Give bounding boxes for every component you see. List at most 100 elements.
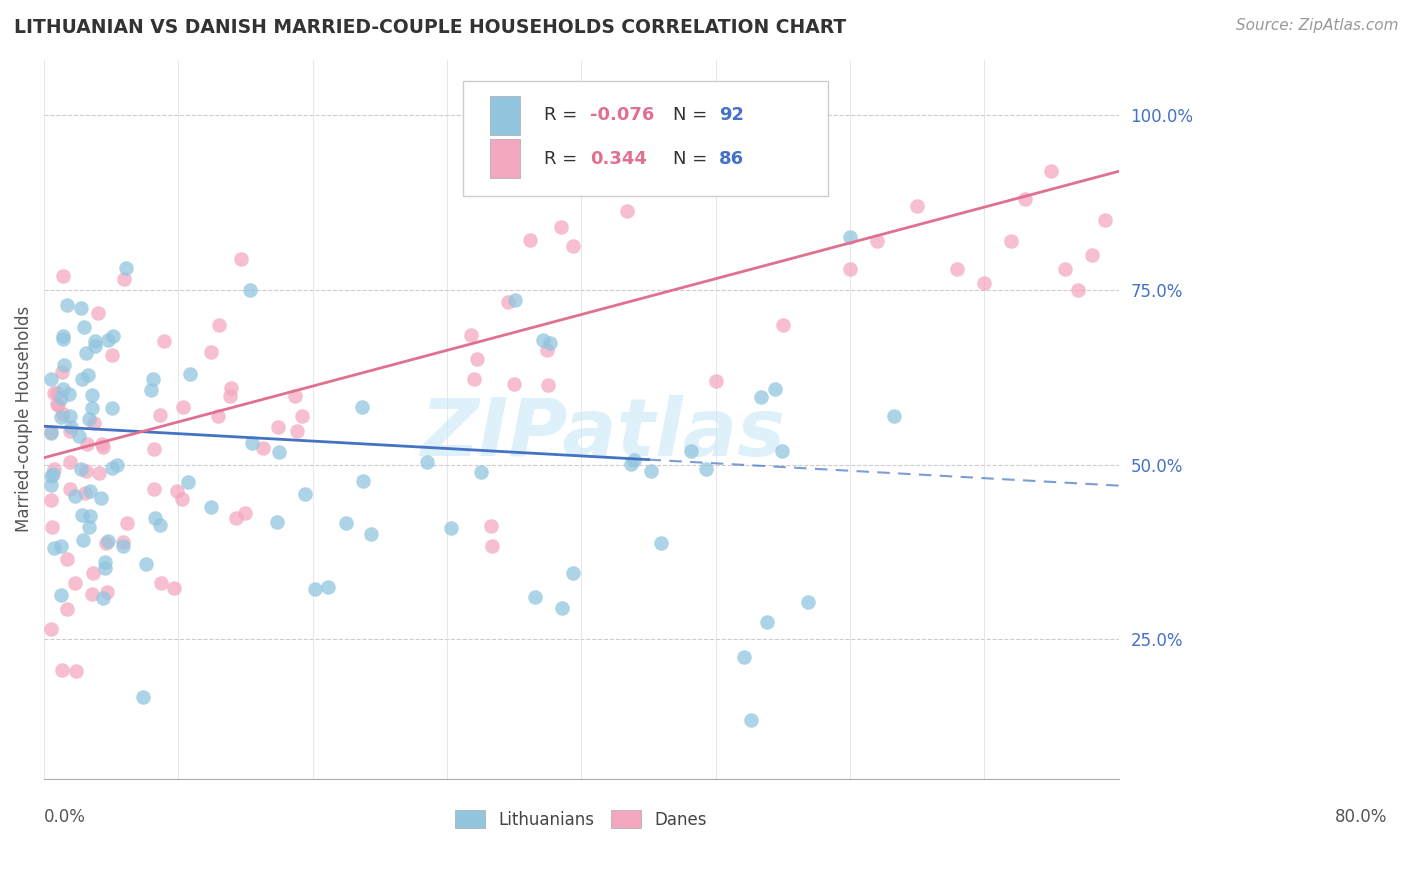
Point [70, 461, 93, 475]
Point [772, 318, 794, 332]
Point [460, 328, 482, 343]
Point [233, 506, 256, 520]
Point [640, 464, 662, 478]
Point [59, 424, 82, 438]
Point [79, 484, 101, 499]
Point [1053, 262, 1076, 277]
Point [143, 442, 166, 456]
Point [141, 383, 163, 397]
Point [77, 520, 100, 534]
Point [624, 136, 647, 150]
Point [1094, 213, 1116, 227]
Bar [491, 139, 520, 178]
Point [87, 466, 110, 480]
Point [163, 582, 186, 596]
Point [177, 475, 200, 489]
Point [149, 517, 172, 532]
Point [866, 234, 889, 248]
Point [87, 306, 110, 320]
Text: 0.344: 0.344 [591, 150, 647, 168]
Point [479, 518, 502, 533]
Point [84, 338, 107, 352]
Point [740, 714, 762, 728]
Point [463, 372, 485, 386]
Point [650, 536, 672, 550]
Point [143, 483, 166, 497]
Point [101, 401, 124, 415]
Text: 0.0%: 0.0% [44, 807, 86, 826]
Point [149, 576, 172, 591]
Point [112, 272, 135, 286]
Point [112, 534, 135, 549]
Point [523, 590, 546, 604]
Point [46, 398, 69, 412]
Point [142, 371, 165, 385]
Text: ZIPatlas: ZIPatlas [420, 394, 786, 473]
Point [537, 378, 560, 392]
Point [41, 467, 63, 482]
Point [616, 203, 638, 218]
Point [44, 541, 66, 555]
Point [76, 437, 98, 451]
Point [440, 521, 463, 535]
Point [166, 483, 188, 498]
Text: -0.076: -0.076 [591, 106, 654, 124]
Point [763, 382, 786, 396]
Point [101, 461, 124, 475]
Point [82, 388, 104, 402]
Text: N =: N = [672, 150, 707, 168]
Point [531, 333, 554, 347]
Point [695, 461, 717, 475]
Point [51, 588, 73, 602]
Point [352, 400, 374, 414]
Point [83, 417, 105, 431]
Point [89, 491, 111, 505]
Point [41, 519, 63, 533]
Point [550, 219, 572, 234]
Point [1014, 192, 1036, 206]
FancyBboxPatch shape [463, 81, 828, 196]
Point [39, 622, 62, 636]
Point [149, 409, 172, 423]
Point [1067, 283, 1090, 297]
Point [285, 424, 308, 438]
Point [97, 333, 120, 347]
Point [551, 600, 574, 615]
Point [252, 441, 274, 455]
Point [56, 552, 79, 566]
Point [96, 535, 118, 549]
Point [58, 409, 80, 423]
Point [84, 334, 107, 348]
Point [135, 557, 157, 571]
Point [905, 199, 928, 213]
Point [93, 555, 115, 569]
Point [63, 489, 86, 503]
Point [1000, 234, 1022, 248]
Point [72, 533, 94, 548]
Point [49, 410, 72, 425]
Text: R =: R = [544, 106, 582, 124]
Point [239, 283, 262, 297]
Point [77, 412, 100, 426]
Point [172, 401, 194, 415]
Point [80, 587, 103, 601]
Point [143, 511, 166, 525]
Point [284, 389, 307, 403]
Point [679, 443, 702, 458]
Point [218, 389, 240, 403]
Point [231, 252, 253, 267]
Point [291, 409, 314, 423]
Point [481, 539, 503, 553]
Point [770, 444, 793, 458]
Point [75, 346, 97, 360]
Point [470, 465, 492, 479]
Point [53, 358, 76, 372]
Point [97, 534, 120, 549]
Bar [491, 95, 520, 135]
Point [496, 294, 519, 309]
Point [80, 401, 103, 416]
Point [266, 419, 288, 434]
Point [75, 486, 97, 500]
Point [42, 461, 65, 475]
Point [219, 381, 242, 395]
